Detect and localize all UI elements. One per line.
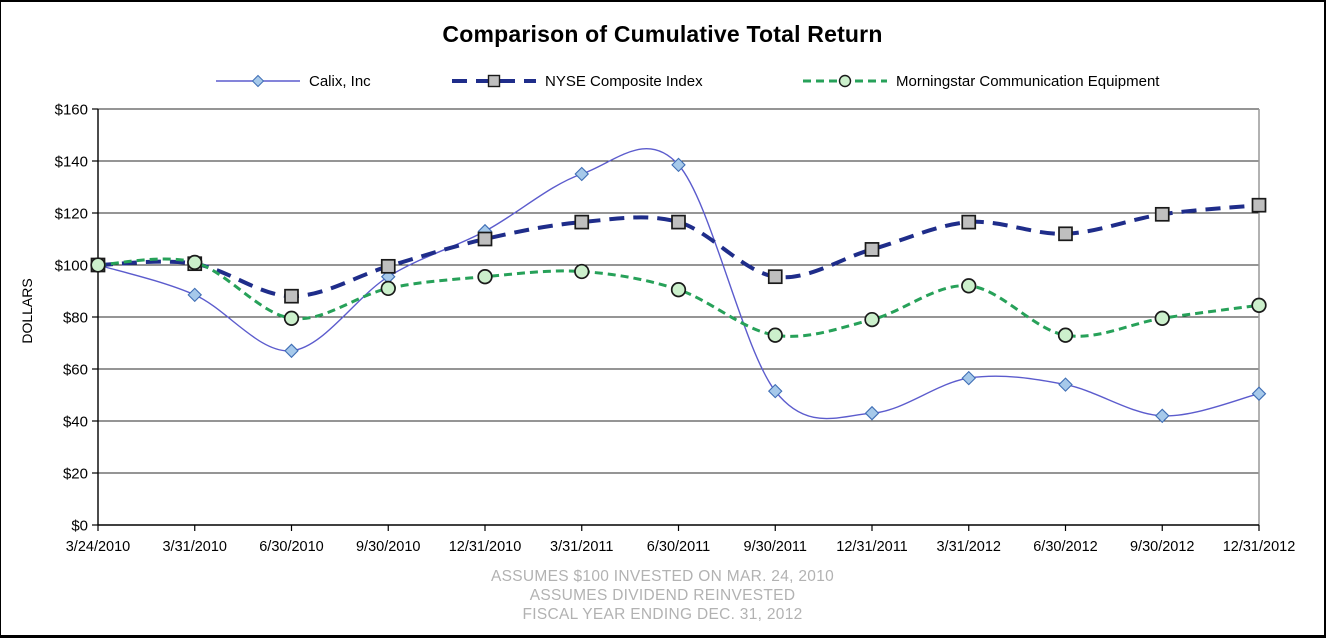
legend-item-morningstar: Morningstar Communication Equipment xyxy=(803,71,1159,91)
morningstar-communication-equipment-point-9 xyxy=(961,278,977,294)
morningstar-communication-equipment-point-5 xyxy=(574,263,590,280)
nyse-composite-index-point-5 xyxy=(574,214,590,230)
x-tick-label: 9/30/2011 xyxy=(744,539,807,555)
x-tick-label: 6/30/2010 xyxy=(259,539,324,555)
nyse-composite-index-point-12 xyxy=(1251,197,1267,213)
legend-line-diamond-icon xyxy=(216,72,300,90)
chart-footnote: ASSUMES $100 INVESTED ON MAR. 24, 2010 A… xyxy=(1,567,1324,624)
morningstar-communication-equipment-point-10 xyxy=(1057,327,1074,343)
x-tick-label: 12/31/2010 xyxy=(449,539,522,555)
y-tick-label: $60 xyxy=(63,362,88,379)
y-tick-label: $0 xyxy=(71,518,88,535)
x-tick-label: 9/30/2012 xyxy=(1130,539,1195,555)
morningstar-communication-equipment-point-8 xyxy=(864,311,880,328)
y-tick-label: $80 xyxy=(63,310,88,327)
y-tick-label: $160 xyxy=(55,102,88,119)
morningstar-communication-equipment-point-2 xyxy=(283,310,300,326)
morningstar-communication-equipment-point-0 xyxy=(90,257,106,273)
x-tick-label: 6/30/2012 xyxy=(1033,539,1098,555)
y-axis-title: DOLLARS xyxy=(19,278,35,343)
calix-inc-point-9 xyxy=(961,370,977,386)
legend-line-circle-icon xyxy=(803,72,887,90)
calix-inc-point-6 xyxy=(671,157,686,173)
footnote-line-1: ASSUMES $100 INVESTED ON MAR. 24, 2010 xyxy=(490,568,835,585)
y-axis-tick-labels: $0 $20 $40 $60 $80 $100 $120 $140 $160 xyxy=(55,102,88,535)
calix-inc-point-10 xyxy=(1058,377,1073,392)
y-tick-label: $140 xyxy=(55,154,88,171)
footnote-line-3: FISCAL YEAR ENDING DEC. 31, 2012 xyxy=(522,606,803,623)
legend-line-square-icon xyxy=(452,72,536,90)
nyse-composite-index-point-11 xyxy=(1154,206,1170,222)
legend-label-morningstar: Morningstar Communication Equipment xyxy=(896,72,1160,90)
calix-inc-point-5 xyxy=(574,166,590,182)
x-tick-label: 9/30/2010 xyxy=(356,539,421,555)
legend-item-nyse: NYSE Composite Index xyxy=(452,71,703,91)
nyse-composite-index-point-2 xyxy=(284,288,299,304)
calix-inc-point-11 xyxy=(1154,408,1170,424)
calix-inc-point-1 xyxy=(187,287,203,303)
y-tick-label: $120 xyxy=(55,206,88,223)
nyse-composite-index-point-6 xyxy=(671,214,686,230)
x-tick-label: 6/30/2011 xyxy=(647,539,710,555)
nyse-composite-index-point-8 xyxy=(864,242,880,257)
nyse-composite-index-point-10 xyxy=(1058,226,1073,242)
morningstar-communication-equipment-point-11 xyxy=(1154,310,1170,326)
x-tick-label: 12/31/2012 xyxy=(1223,539,1296,555)
nyse-composite-index-point-9 xyxy=(961,214,977,230)
x-tick-label: 3/24/2010 xyxy=(66,539,131,555)
morningstar-communication-equipment-point-1 xyxy=(187,254,203,271)
x-tick-label: 12/31/2011 xyxy=(836,539,908,555)
morningstar-communication-equipment-point-7 xyxy=(767,327,783,343)
morningstar-communication-equipment-point-3 xyxy=(380,280,396,297)
calix-inc-point-7 xyxy=(767,383,783,399)
footnote-line-2: ASSUMES DIVIDEND REINVESTED xyxy=(529,587,796,604)
morningstar-communication-equipment-point-6 xyxy=(670,282,687,298)
legend-label-calix: Calix, Inc xyxy=(309,72,371,90)
calix-inc-point-2 xyxy=(284,343,299,359)
series-line-morningstar-communication-equipment xyxy=(97,257,1260,338)
morningstar-communication-equipment-point-12 xyxy=(1251,297,1267,313)
legend-label-nyse: NYSE Composite Index xyxy=(545,72,703,90)
nyse-composite-index-point-4 xyxy=(477,231,493,247)
nyse-composite-index-point-3 xyxy=(380,258,396,274)
nyse-composite-index-point-7 xyxy=(767,269,783,285)
x-tick-label: 3/31/2010 xyxy=(162,539,227,555)
y-tick-label: $20 xyxy=(63,466,88,483)
x-tick-label: 3/31/2011 xyxy=(550,539,613,555)
y-tick-label: $100 xyxy=(55,258,88,275)
morningstar-communication-equipment-point-4 xyxy=(477,269,493,285)
legend-item-calix: Calix, Inc xyxy=(216,71,371,91)
y-tick-label: $40 xyxy=(63,414,88,431)
series-morningstar-communication-equipment xyxy=(90,254,1267,343)
calix-inc-point-12 xyxy=(1251,386,1267,401)
x-tick-label: 3/31/2012 xyxy=(936,539,1001,555)
x-axis-tick-labels: 3/24/2010 3/31/2010 6/30/2010 9/30/2010 12/3… xyxy=(66,539,1296,555)
chart-title: Comparison of Cumulative Total Return xyxy=(442,21,883,47)
axes xyxy=(92,108,1260,531)
calix-inc-point-8 xyxy=(864,405,880,421)
